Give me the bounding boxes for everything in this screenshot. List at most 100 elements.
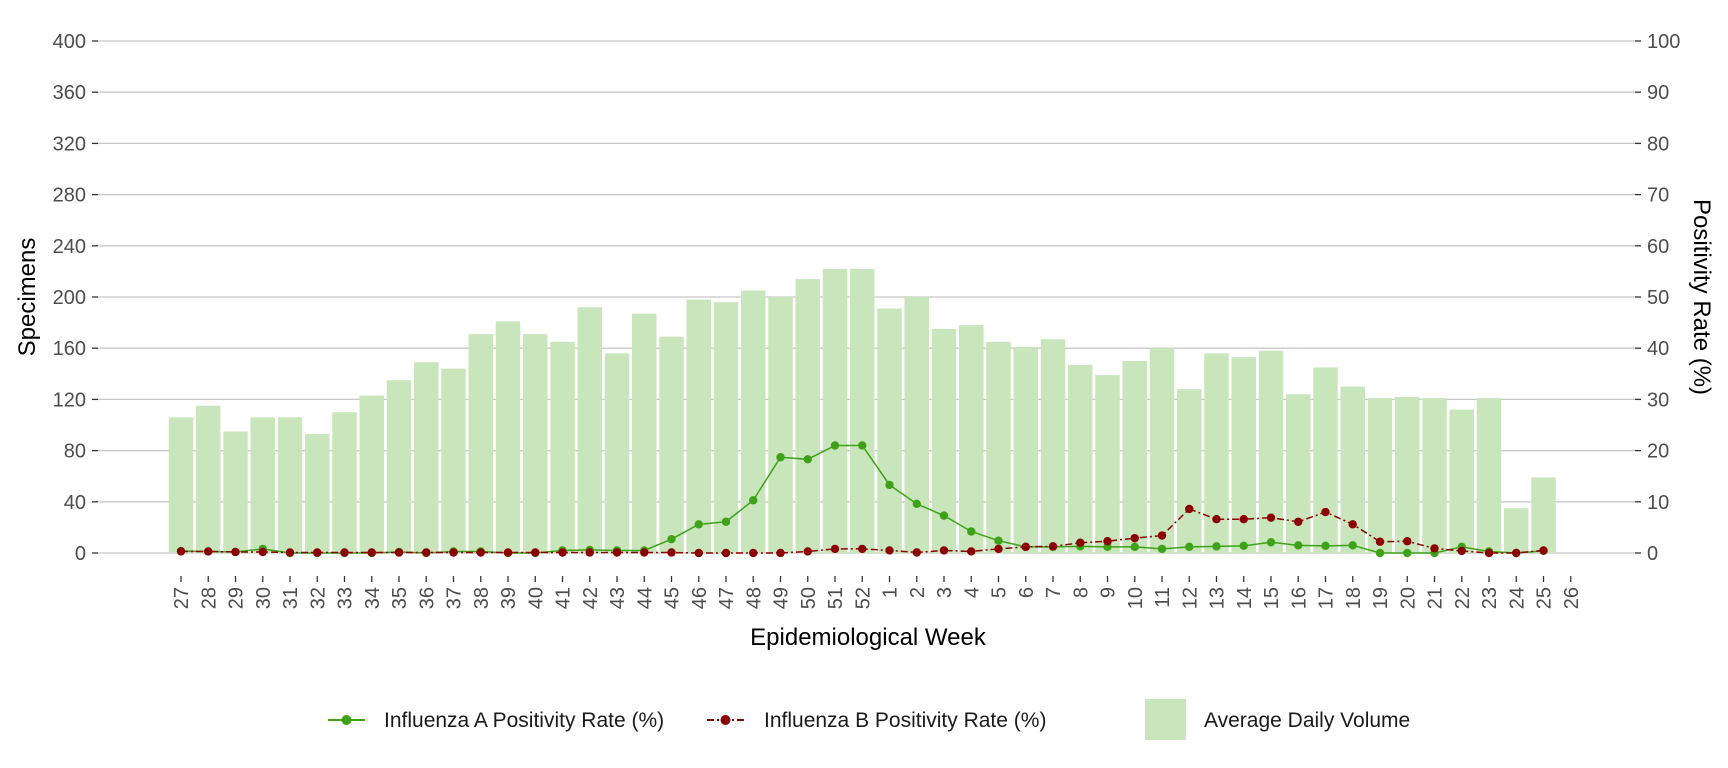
bar-average-daily-volume	[1531, 477, 1556, 553]
legend-label-influenza-b: Influenza B Positivity Rate (%)	[764, 709, 1046, 732]
point-influenza-b	[340, 548, 349, 557]
point-influenza-a	[994, 536, 1003, 545]
y-tick-label: 160	[53, 338, 86, 360]
point-influenza-b	[912, 548, 921, 557]
point-influenza-b	[204, 547, 213, 556]
point-influenza-a	[1157, 544, 1167, 554]
x-tick-label: 10	[1125, 587, 1147, 609]
point-influenza-a	[967, 527, 976, 536]
point-influenza-b	[994, 544, 1003, 554]
x-tick-label: 4	[961, 587, 983, 598]
point-influenza-b	[1430, 544, 1439, 553]
point-influenza-b	[721, 548, 731, 558]
point-influenza-b	[1484, 548, 1494, 558]
point-influenza-b	[749, 548, 758, 558]
x-tick-label: 27	[171, 587, 193, 609]
x-tick-label: 40	[525, 587, 547, 609]
point-influenza-b	[1048, 542, 1058, 551]
point-influenza-b	[1348, 520, 1357, 529]
point-influenza-a	[885, 480, 894, 490]
legend-swatch-average-daily-volume	[1145, 699, 1186, 740]
point-influenza-b	[449, 548, 458, 557]
point-influenza-a	[1185, 542, 1194, 552]
bar-average-daily-volume	[250, 417, 275, 553]
point-influenza-a	[1266, 538, 1276, 547]
bar-average-daily-volume	[904, 297, 929, 553]
x-tick-label: 42	[580, 587, 602, 609]
x-tick-label: 41	[553, 587, 575, 609]
x-tick-label: 44	[634, 587, 656, 609]
x-tick-label: 20	[1397, 587, 1419, 609]
x-tick-label: 45	[662, 587, 684, 609]
point-influenza-b	[803, 547, 812, 556]
y-axis-title: Specimens	[14, 238, 41, 357]
point-influenza-b	[1403, 537, 1412, 546]
point-influenza-b	[1212, 515, 1221, 524]
legend-item-influenza-a: Influenza A Positivity Rate (%)	[328, 709, 664, 732]
x-tick-label: 32	[307, 587, 329, 609]
y2-tick-label: 20	[1647, 441, 1669, 463]
x-tick-label: 49	[771, 587, 793, 609]
bar-average-daily-volume	[1231, 357, 1256, 553]
point-influenza-b	[830, 544, 840, 554]
y2-tick-label: 50	[1647, 287, 1669, 309]
point-influenza-a	[1321, 541, 1330, 551]
legend-label-average-daily-volume: Average Daily Volume	[1204, 709, 1410, 732]
point-influenza-a	[1130, 542, 1139, 552]
y-tick-label: 80	[64, 441, 86, 463]
x-tick-label: 28	[198, 587, 220, 609]
point-influenza-a	[1212, 542, 1221, 551]
point-influenza-a	[939, 511, 949, 520]
bar-average-daily-volume	[523, 334, 548, 553]
bar-average-daily-volume	[795, 279, 820, 553]
x-tick-label: 1	[880, 587, 902, 598]
point-influenza-b	[1266, 513, 1276, 522]
x-tick-label: 22	[1452, 587, 1474, 609]
point-influenza-a	[1348, 541, 1357, 550]
y2-tick-label: 10	[1647, 492, 1669, 514]
x-tick-label: 9	[1098, 587, 1120, 598]
x-tick-label: 37	[444, 587, 466, 609]
x-tick-label: 14	[1234, 587, 1256, 609]
x-tick-label: 47	[716, 587, 738, 609]
point-influenza-b	[422, 548, 431, 557]
bar-average-daily-volume	[1422, 398, 1447, 553]
point-influenza-b	[1130, 533, 1139, 543]
y2-tick-label: 90	[1647, 82, 1669, 104]
point-influenza-b	[1103, 537, 1112, 546]
point-influenza-b	[558, 548, 567, 557]
point-influenza-b	[1021, 542, 1030, 552]
bar-average-daily-volume	[386, 380, 412, 553]
point-influenza-b	[885, 546, 894, 555]
x-tick-label: 50	[798, 587, 820, 609]
x-tick-label: 31	[280, 587, 302, 609]
bar-average-daily-volume	[1013, 346, 1038, 553]
bar-average-daily-volume	[1122, 361, 1147, 553]
point-influenza-a	[667, 534, 676, 544]
x-tick-label: 11	[1152, 587, 1174, 608]
x-tick-label: 2	[907, 587, 929, 598]
x-tick-label: 43	[607, 587, 629, 609]
point-influenza-b	[1294, 517, 1303, 526]
point-influenza-b	[1512, 548, 1521, 558]
y-tick-label: 40	[64, 492, 86, 514]
bar-average-daily-volume	[1476, 398, 1502, 553]
bar-average-daily-volume	[768, 297, 793, 553]
bar-average-daily-volume	[168, 417, 194, 553]
point-influenza-a	[749, 496, 758, 505]
bar-average-daily-volume	[1258, 350, 1284, 553]
x-tick-label: 48	[743, 587, 765, 609]
point-influenza-b	[1076, 538, 1085, 547]
legend-swatch-influenza-b-point	[720, 715, 731, 725]
x-tick-label: 36	[416, 587, 438, 609]
point-influenza-b	[394, 548, 404, 557]
x-tick-label: 15	[1261, 587, 1283, 609]
bar-average-daily-volume	[632, 313, 657, 553]
x-tick-label: 3	[934, 587, 956, 598]
point-influenza-b	[1539, 546, 1548, 555]
bar-average-daily-volume	[1095, 375, 1120, 553]
point-influenza-a	[858, 441, 867, 450]
point-influenza-b	[612, 548, 622, 557]
x-tick-label: 19	[1370, 587, 1392, 609]
x-tick-label: 8	[1070, 587, 1092, 598]
